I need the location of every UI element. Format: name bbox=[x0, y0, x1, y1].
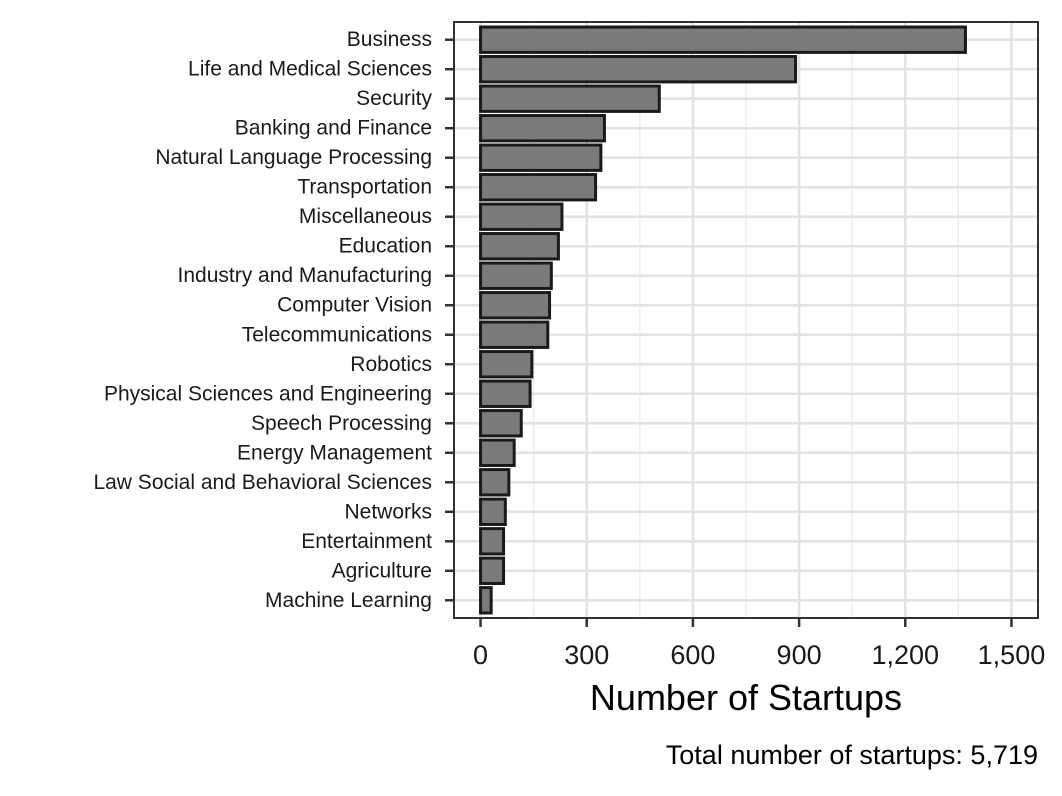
bar bbox=[479, 497, 507, 526]
bar bbox=[479, 556, 506, 585]
y-tick-label: Education bbox=[339, 235, 432, 258]
y-tick-label: Natural Language Processing bbox=[155, 146, 432, 169]
x-tick-label: 300 bbox=[564, 640, 609, 670]
y-tick-label: Industry and Manufacturing bbox=[178, 264, 432, 287]
y-tick-label: Physical Sciences and Engineering bbox=[104, 382, 432, 405]
y-tick-label: Energy Management bbox=[237, 441, 432, 464]
bar bbox=[479, 379, 532, 408]
bars-group bbox=[479, 25, 967, 615]
bar bbox=[479, 55, 798, 84]
y-tick-label: Entertainment bbox=[301, 530, 432, 553]
bar bbox=[479, 84, 661, 113]
x-tick-label: 0 bbox=[473, 640, 488, 670]
bar bbox=[479, 261, 553, 290]
y-tick-label: Machine Learning bbox=[265, 589, 432, 612]
y-tick-label: Law Social and Behavioral Sciences bbox=[93, 471, 432, 494]
x-tick-label: 1,200 bbox=[871, 640, 939, 670]
bar bbox=[479, 173, 598, 202]
y-tick-label: Networks bbox=[344, 500, 432, 523]
bar bbox=[479, 527, 506, 556]
bar bbox=[479, 438, 516, 467]
x-axis-title: Number of Startups bbox=[590, 677, 902, 718]
bar bbox=[479, 114, 606, 143]
x-tick-label: 1,500 bbox=[978, 640, 1046, 670]
y-tick-label: Security bbox=[356, 87, 432, 110]
x-tick-label: 900 bbox=[777, 640, 822, 670]
y-tick-label: Robotics bbox=[350, 353, 432, 376]
bar bbox=[479, 350, 534, 379]
bar bbox=[479, 468, 511, 497]
y-tick-label: Telecommunications bbox=[242, 323, 432, 346]
y-tick-label: Banking and Finance bbox=[235, 117, 432, 140]
y-tick-label: Transportation bbox=[297, 176, 432, 199]
y-tick-label: Business bbox=[347, 28, 432, 51]
y-tick-label: Miscellaneous bbox=[299, 205, 432, 228]
bar bbox=[479, 202, 564, 231]
x-tick-label: 600 bbox=[670, 640, 715, 670]
y-tick-label: Agriculture bbox=[332, 559, 432, 582]
grid-lines bbox=[454, 22, 1038, 618]
chart-caption: Total number of startups: 5,719 bbox=[666, 740, 1038, 770]
y-tick-label: Speech Processing bbox=[251, 412, 432, 435]
bar bbox=[479, 143, 603, 172]
y-axis: Business Life and Medical Sciences Securit… bbox=[93, 28, 454, 612]
y-tick-label: Computer Vision bbox=[277, 294, 432, 317]
x-axis: 0 300 600 900 1,200 1,500 bbox=[473, 618, 1045, 670]
bar bbox=[479, 409, 523, 438]
bar bbox=[479, 232, 560, 261]
panel-border bbox=[453, 21, 1039, 619]
bar bbox=[479, 291, 552, 320]
y-tick-label: Life and Medical Sciences bbox=[188, 58, 432, 81]
bar bbox=[479, 25, 967, 54]
bar bbox=[479, 320, 550, 349]
bar bbox=[479, 586, 493, 615]
